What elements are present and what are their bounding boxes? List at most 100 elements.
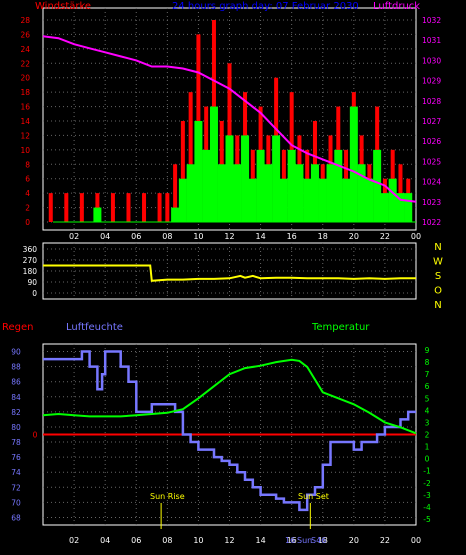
climate-x-tick: 10 (193, 536, 203, 545)
wind-bar (202, 149, 211, 222)
wind-speed-tick: 8 (25, 160, 30, 169)
climate-x-tick: 12 (224, 536, 234, 545)
climate-x-tick: 18 (318, 536, 328, 545)
temperature-tick: -1 (423, 467, 431, 476)
compass-label: W (433, 257, 443, 268)
wind-x-tick: 18 (318, 232, 328, 241)
pressure-tick: 1030 (422, 56, 441, 65)
wind-bars (48, 20, 416, 223)
temperature-tick: 2 (425, 431, 430, 440)
temperature-tick: 6 (425, 382, 430, 391)
wind-x-tick: 06 (131, 232, 141, 241)
rain-axis-title: Regen (2, 322, 34, 333)
direction-tick: 270 (23, 256, 38, 265)
wind-speed-tick: 16 (20, 103, 30, 112)
wind-bar (404, 193, 413, 222)
humidity-tick: 90 (11, 348, 21, 357)
pressure-tick: 1025 (422, 157, 441, 166)
humidity-tick: 88 (11, 363, 21, 372)
direction-tick: 360 (23, 245, 38, 254)
series-lines (42, 35, 417, 529)
wind-speed-tick: 2 (25, 204, 30, 213)
temperature-axis-title: Temperatur (311, 322, 370, 333)
wind-bar (264, 164, 273, 222)
pressure-tick: 1023 (422, 198, 441, 207)
sun-marker-time: S46 (311, 536, 326, 545)
wind-bar (310, 164, 319, 222)
humidity-tick: 84 (11, 393, 21, 402)
humidity-tick: 76 (11, 453, 21, 462)
wind-speed-tick: 28 (20, 16, 30, 25)
temperature-tick: -4 (423, 503, 431, 512)
wind-bar (171, 207, 180, 222)
pressure-tick: 1031 (422, 36, 441, 45)
pressure-tick: 1028 (422, 97, 441, 106)
wind-bar (326, 164, 335, 222)
wind-bar (241, 135, 250, 222)
temperature-tick: 4 (425, 406, 430, 415)
humidity-tick: 86 (11, 378, 21, 387)
wind-speed-tick: 26 (20, 30, 30, 39)
wind-speed-tick: 0 (25, 218, 30, 227)
wind-bar (318, 178, 327, 222)
wind-bar (303, 178, 312, 222)
gust-bar (110, 193, 115, 222)
humidity-tick: 72 (11, 483, 21, 492)
sun-marker-sun: Sun (297, 536, 312, 545)
wind-bar (272, 135, 281, 222)
sun-set-label: Sun Set (298, 492, 329, 501)
pressure-tick: 1032 (422, 16, 441, 25)
wind-speed-tick: 12 (20, 131, 30, 140)
gust-bar (126, 193, 131, 222)
wind-x-tick: 14 (255, 232, 265, 241)
climate-x-tick: 02 (69, 536, 79, 545)
climate-x-tick: 16 (287, 536, 297, 545)
compass-label: O (434, 286, 442, 297)
gust-bar (48, 193, 53, 222)
temperature-tick: 1 (425, 443, 430, 452)
temperature-tick: -5 (423, 515, 431, 524)
gust-bar (180, 121, 185, 222)
compass-label: S (435, 271, 441, 282)
wind-speed-axis-title: Windstärke (35, 1, 91, 12)
wind-bar (279, 178, 288, 222)
wind-bar (357, 164, 366, 222)
wind-speed-tick: 14 (20, 117, 30, 126)
climate-x-tick: 08 (162, 536, 172, 545)
direction-tick: 90 (27, 278, 37, 287)
pressure-tick: 1022 (422, 218, 441, 227)
wind-bar (256, 149, 265, 222)
chart-title: 24 hours graph day: 07 Februar 2030 (172, 1, 359, 12)
wind-speed-tick: 18 (20, 88, 30, 97)
pressure-tick: 1024 (422, 178, 441, 187)
temperature-line (42, 358, 417, 435)
pressure-line (42, 35, 417, 203)
wind-speed-tick: 24 (20, 45, 30, 54)
wind-bar (287, 149, 296, 222)
gust-bar (142, 193, 147, 222)
pressure-tick: 1026 (422, 137, 441, 146)
wind-bar (295, 164, 304, 222)
pressure-axis-title: Luftdruck (373, 1, 420, 12)
wind-bar (388, 178, 397, 222)
wind-bar (334, 149, 343, 222)
temperature-tick: 7 (425, 370, 430, 379)
rain-tick: 0 (33, 431, 38, 440)
humidity-tick: 78 (11, 438, 21, 447)
wind-speed-tick: 22 (20, 59, 30, 68)
temperature-tick: 9 (425, 346, 430, 355)
temperature-tick: 5 (425, 394, 430, 403)
wind-x-tick: 22 (380, 232, 390, 241)
humidity-tick: 68 (11, 513, 21, 522)
wind-bar (373, 149, 382, 222)
wind-bar (342, 178, 351, 222)
wind-speed-tick: 20 (20, 74, 30, 83)
wind-bar (349, 106, 358, 222)
wind-bar (248, 178, 257, 222)
wind-x-tick: 20 (349, 232, 359, 241)
humidity-tick: 80 (11, 423, 21, 432)
humidity-axis-title: Luftfeuchte (66, 322, 123, 333)
wind-x-tick: 00 (411, 232, 421, 241)
